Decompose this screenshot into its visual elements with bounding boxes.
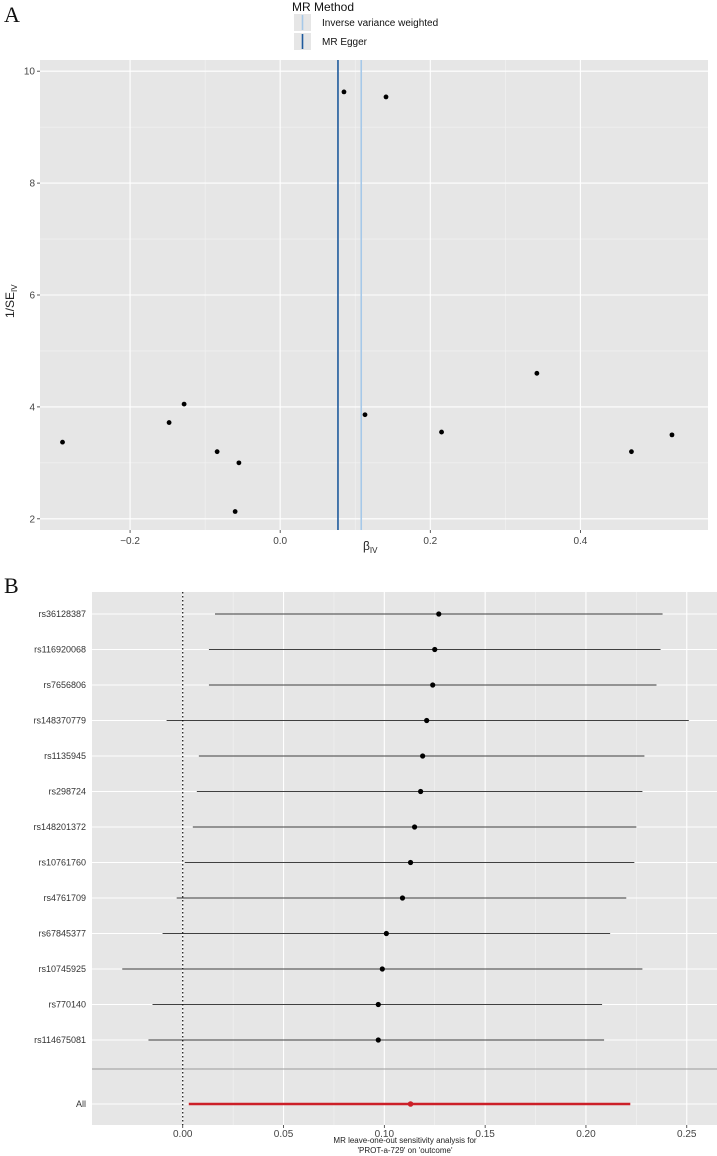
panel-b-letter: B	[4, 573, 19, 598]
snp-label: rs4761709	[43, 893, 86, 903]
y-tick-label-a: 8	[29, 179, 35, 190]
estimate-point	[399, 895, 406, 901]
snp-point	[534, 370, 540, 376]
snp-point	[341, 89, 347, 95]
estimate-point	[375, 1037, 381, 1043]
snp-point	[232, 509, 238, 514]
y-tick-label-a: 4	[29, 402, 35, 413]
x-tick-label-b: 0.15	[475, 1129, 495, 1140]
y-tick-label-a: 2	[29, 514, 35, 525]
method-lines	[337, 60, 363, 530]
snp-label: rs36128387	[38, 609, 86, 619]
snp-label: rs148201372	[33, 822, 86, 832]
x-axis-b: 0.00 0.05 0.10 0.15 0.20 0.25	[173, 1125, 697, 1140]
panel-b-forest: B rs36128387 rs116920068 rs7656806 rs148370…	[4, 573, 717, 1155]
snp-label: rs148370779	[33, 716, 86, 726]
x-tick-label-b: 0.00	[173, 1129, 193, 1140]
snp-label: rs114675081	[34, 1035, 86, 1045]
x-tick-label-b: 0.10	[375, 1129, 395, 1140]
x-tick-label-a: −0.2	[120, 536, 140, 547]
snp-point	[60, 439, 65, 445]
snp-point	[236, 460, 242, 466]
x-tick-label-b: 0.05	[274, 1129, 294, 1140]
snp-label: rs10761760	[38, 858, 86, 868]
snp-label: rs67845377	[38, 929, 86, 939]
estimate-point	[430, 682, 436, 688]
mr-method-legend: MR Method Inverse variance weighted MR E…	[292, 0, 438, 50]
snp-point	[214, 449, 220, 455]
y-tick-label-a: 6	[29, 291, 35, 302]
y-axis-title-a: 1/SEIV	[3, 284, 19, 318]
x-tick-label-b: 0.25	[677, 1129, 697, 1140]
estimate-point	[436, 611, 442, 617]
snp-label: rs298724	[48, 787, 86, 797]
estimate-point	[424, 717, 430, 724]
y-axis-title-base: 1/SE	[3, 292, 17, 318]
panel-a-letter: A	[4, 2, 20, 27]
snp-point	[362, 412, 368, 418]
leave-one-out-estimates	[122, 611, 689, 1107]
estimate-point	[375, 1001, 381, 1008]
snp-point	[383, 94, 389, 100]
estimate-point	[407, 859, 414, 866]
x-axis-title-sub: IV	[370, 546, 378, 555]
panel-a-scatter: A MR Method Inverse variance weighted MR…	[3, 0, 708, 555]
estimate-point	[379, 966, 385, 972]
estimate-point	[418, 788, 424, 795]
snp-label: rs116920068	[34, 645, 86, 655]
y-axis-a: 2 4 6 8 10	[24, 67, 40, 525]
legend-title: MR Method	[292, 0, 354, 14]
overall-label: All	[76, 1099, 86, 1109]
x-axis-title-b-line1: MR leave-one-out sensitivity analysis fo…	[333, 1136, 477, 1145]
x-axis-title-b-line2: 'PROT-a-729' on 'outcome'	[357, 1146, 453, 1155]
estimate-point	[420, 753, 426, 759]
x-tick-label-a: 0.4	[573, 536, 587, 547]
y-tick-label-a: 10	[24, 67, 36, 78]
x-axis-a: −0.2 0.0 0.2 0.4	[120, 530, 588, 547]
legend-label-egger: MR Egger	[322, 37, 368, 48]
x-axis-title-a: βIV	[363, 539, 378, 555]
snp-points	[60, 89, 675, 514]
estimate-point	[383, 930, 389, 937]
y-axis-title-sub: IV	[10, 284, 19, 292]
snp-label: rs7656806	[43, 680, 86, 690]
x-axis-title-base: β	[363, 539, 370, 553]
x-tick-label-b: 0.20	[576, 1129, 596, 1140]
snp-point	[629, 449, 634, 455]
estimate-point	[432, 646, 438, 653]
snp-point	[669, 432, 675, 438]
overall-estimate-point	[407, 1101, 414, 1107]
snp-label: rs770140	[48, 1000, 86, 1010]
snp-label: rs1135945	[44, 751, 86, 761]
snp-point	[166, 420, 172, 425]
x-tick-label-a: 0.0	[273, 536, 287, 547]
estimate-point	[411, 824, 418, 830]
legend-label-ivw: Inverse variance weighted	[322, 18, 438, 29]
x-tick-label-a: 0.2	[423, 536, 437, 547]
snp-labels: rs36128387 rs116920068 rs7656806 rs14837077…	[33, 609, 86, 1109]
plot-panel-b	[92, 592, 717, 1125]
snp-label: rs10745925	[38, 964, 86, 974]
snp-point	[181, 401, 187, 407]
grid-a	[40, 60, 708, 530]
snp-point	[439, 429, 444, 435]
